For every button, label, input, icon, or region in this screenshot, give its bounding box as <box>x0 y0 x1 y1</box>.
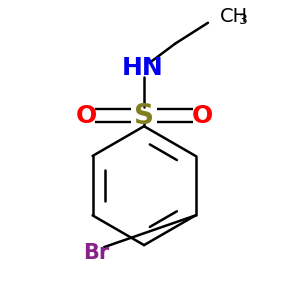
Text: CH: CH <box>220 7 248 26</box>
Text: Br: Br <box>83 242 110 262</box>
Text: S: S <box>134 102 154 130</box>
Text: O: O <box>191 104 213 128</box>
Text: O: O <box>76 104 97 128</box>
Text: HN: HN <box>122 56 164 80</box>
Text: 3: 3 <box>238 13 247 27</box>
